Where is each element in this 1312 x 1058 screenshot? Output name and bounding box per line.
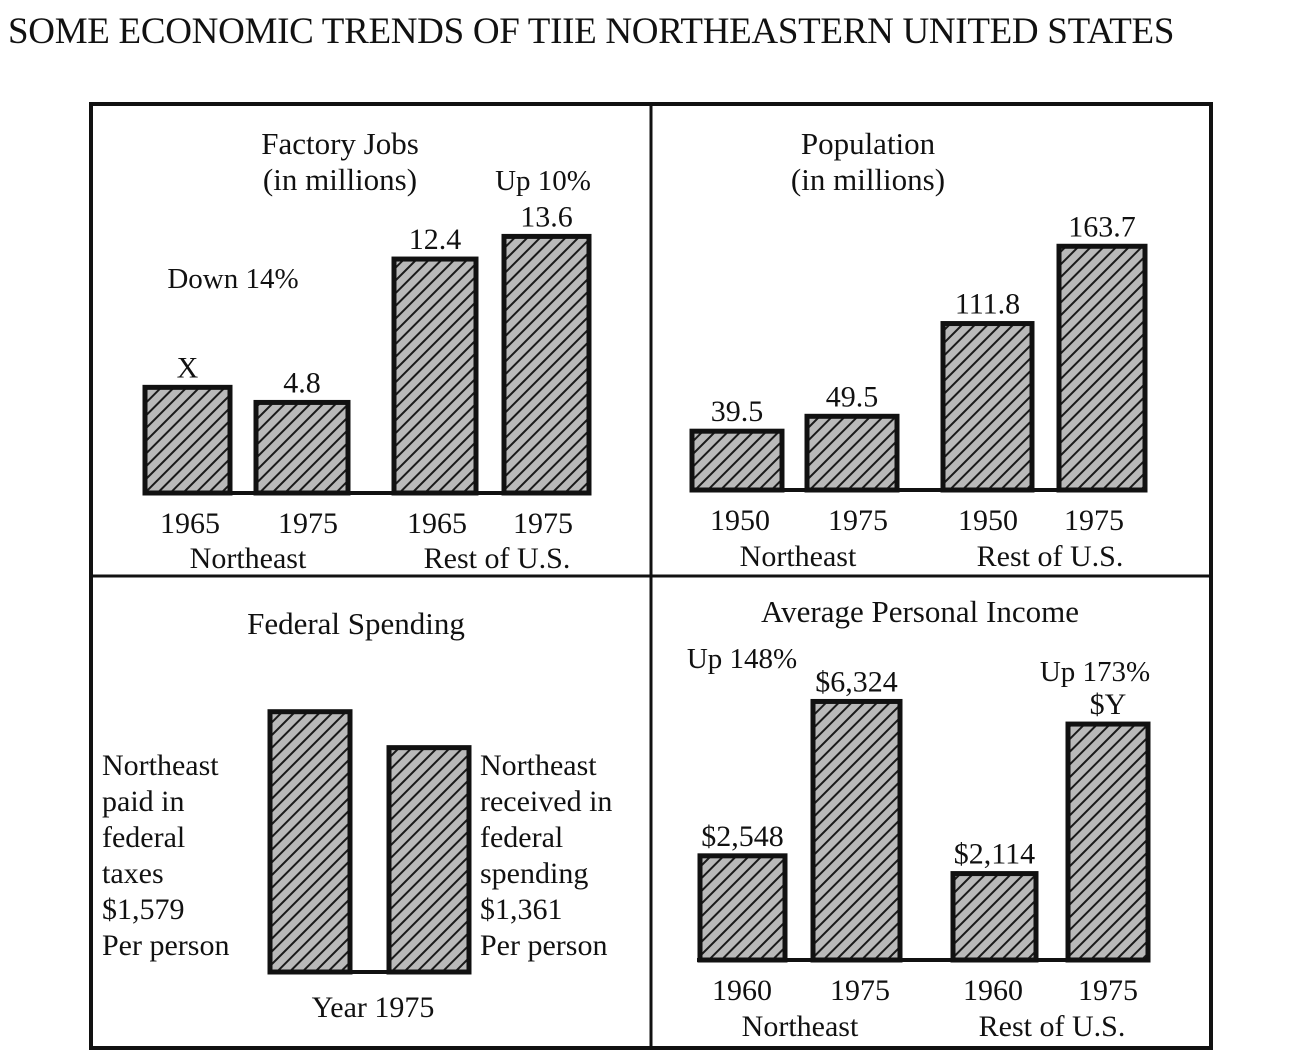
factory-jobs-bar-1: [142, 384, 233, 496]
federal-spending-bar-paid: [267, 709, 353, 975]
personal-income-value-label-3: $2,114: [954, 838, 1035, 871]
factory-jobs-value-label-3: 12.4: [409, 223, 462, 256]
federal-spending-xlabel: Year 1975: [312, 991, 435, 1024]
federal-spending-bar-received: [386, 745, 472, 975]
federal-spending-right-line-1: Northeast: [480, 749, 597, 782]
personal-income-group-rest: Rest of U.S.: [979, 1010, 1126, 1043]
federal-spending-left-line-4: taxes: [102, 857, 164, 890]
federal-spending-right-line-4: spending: [480, 857, 588, 890]
population-bar-4: [1056, 243, 1148, 493]
factory-jobs-title-line-1: Factory Jobs: [261, 126, 419, 161]
population-value-label-3: 111.8: [955, 288, 1020, 321]
population-tick-3: 1950: [958, 504, 1018, 537]
factory-jobs-tick-4: 1975: [513, 507, 573, 540]
population-bar-2: [804, 413, 900, 493]
population-title-line-1: Population: [801, 126, 936, 161]
population-group-northeast: Northeast: [740, 540, 857, 573]
personal-income-bar-3: [950, 871, 1039, 963]
personal-income-value-label-1: $2,548: [701, 820, 784, 853]
factory-jobs-tick-3: 1965: [407, 507, 467, 540]
factory-jobs-tick-2: 1975: [278, 507, 338, 540]
factory-jobs-chart: Factory Jobs (in millions) Up 10% Down 1…: [142, 126, 592, 575]
population-chart: Population (in millions) 39.5 49.5 111.8…: [689, 126, 1148, 573]
population-value-label-4: 163.7: [1068, 210, 1136, 243]
personal-income-bar-2: [810, 698, 903, 963]
federal-spending-right-line-5: $1,361: [480, 893, 563, 926]
population-title-line-2: (in millions): [791, 162, 945, 197]
federal-spending-left-line-2: paid in: [102, 785, 185, 818]
personal-income-bar-4: [1065, 721, 1151, 963]
personal-income-tick-1: 1960: [712, 974, 772, 1007]
factory-jobs-value-label-2: 4.8: [283, 366, 321, 399]
population-value-label-2: 49.5: [826, 380, 879, 413]
federal-spending-right-line-2: received in: [480, 785, 612, 818]
factory-jobs-bar-2: [253, 399, 351, 496]
factory-jobs-tick-1: 1965: [160, 507, 220, 540]
federal-spending-left-line-6: Per person: [102, 929, 229, 962]
federal-spending-left-line-1: Northeast: [102, 749, 219, 782]
population-bar-1: [689, 428, 785, 493]
population-tick-4: 1975: [1064, 504, 1124, 537]
personal-income-title: Average Personal Income: [761, 594, 1079, 629]
personal-income-tick-2: 1975: [830, 974, 890, 1007]
population-value-label-1: 39.5: [711, 395, 764, 428]
population-group-rest: Rest of U.S.: [977, 540, 1124, 573]
factory-jobs-title-line-2: (in millions): [263, 162, 417, 197]
factory-jobs-annotation-up: Up 10%: [495, 165, 591, 197]
factory-jobs-value-label-1: X: [177, 351, 199, 384]
personal-income-tick-3: 1960: [963, 974, 1023, 1007]
population-tick-2: 1975: [828, 504, 888, 537]
personal-income-group-northeast: Northeast: [742, 1010, 859, 1043]
personal-income-tick-4: 1975: [1078, 974, 1138, 1007]
personal-income-bar-1: [697, 853, 788, 963]
federal-spending-right-line-3: federal: [480, 821, 563, 854]
factory-jobs-bar-3: [391, 256, 479, 496]
factory-jobs-annotation-down: Down 14%: [167, 263, 298, 295]
main-title: SOME ECONOMIC TRENDS OF TIIE NORTHEASTER…: [8, 11, 1175, 52]
population-bar-3: [940, 321, 1035, 493]
personal-income-annotation-ne: Up 148%: [687, 643, 797, 675]
factory-jobs-group-rest: Rest of U.S.: [424, 542, 571, 575]
federal-spending-left-line-3: federal: [102, 821, 185, 854]
personal-income-chart: Average Personal Income Up 148% Up 173% …: [687, 594, 1151, 1043]
factory-jobs-value-label-4: 13.6: [520, 200, 573, 233]
federal-spending-right-line-6: Per person: [480, 929, 607, 962]
personal-income-annotation-rest: Up 173%: [1040, 656, 1150, 688]
federal-spending-title: Federal Spending: [247, 606, 465, 641]
factory-jobs-group-northeast: Northeast: [190, 542, 307, 575]
personal-income-value-label-2: $6,324: [815, 665, 898, 698]
population-tick-1: 1950: [710, 504, 770, 537]
personal-income-value-label-4: $Y: [1090, 688, 1127, 721]
federal-spending-left-line-5: $1,579: [102, 893, 185, 926]
federal-spending-chart: Federal Spending Northeast paid in feder…: [102, 606, 612, 1024]
factory-jobs-bar-4: [501, 233, 592, 496]
